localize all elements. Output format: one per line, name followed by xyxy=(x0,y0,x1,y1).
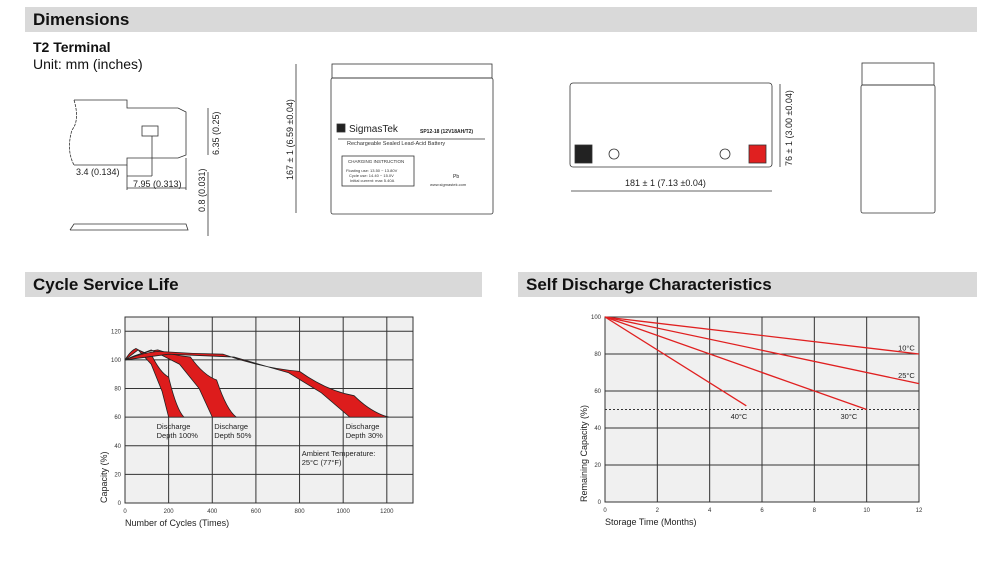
series-label: 10°C xyxy=(898,343,915,352)
charging-title: CHARGING INSTRUCTION xyxy=(348,159,404,164)
annotation: 25°C (77°F) xyxy=(302,458,342,467)
dim-width: 7.95 (0.313) xyxy=(133,179,182,189)
cycle-life-chart: 0 200 400 600 800 1000 1200 0 20 40 60 80 100 120 Numb… xyxy=(99,316,414,528)
self-discharge-chart: 0 2 4 6 8 10 12 0 20 40 60 80 100 Storage Time (Month… xyxy=(579,315,923,527)
cycle-band-1 xyxy=(124,348,185,418)
terminal-drawing xyxy=(69,99,209,236)
top-length-dim: 181 ± 1 (7.13 ±0.04) xyxy=(625,178,706,188)
y-tick-label: 80 xyxy=(594,352,601,358)
battery-top xyxy=(569,62,936,214)
dim-height: 6.35 (0.25) xyxy=(211,111,221,155)
series-line xyxy=(604,316,867,411)
series-line xyxy=(604,316,920,355)
x-tick-label: 2 xyxy=(656,508,660,514)
charging-line: Initial current: max 5.40A xyxy=(350,178,395,183)
series-label: Discharge xyxy=(346,422,380,431)
y-axis-label: Capacity (%) xyxy=(99,451,109,503)
y-tick-label: 80 xyxy=(114,387,121,393)
x-tick-label: 6 xyxy=(760,508,764,514)
series-label: Depth 50% xyxy=(214,431,251,440)
x-tick-label: 600 xyxy=(251,509,262,515)
battery-front xyxy=(295,63,494,215)
y-axis-label: Remaining Capacity (%) xyxy=(579,405,589,502)
dim-offset: 3.4 (0.134) xyxy=(76,167,120,177)
x-tick-label: 0 xyxy=(123,509,127,515)
y-tick-label: 20 xyxy=(594,463,601,469)
dimensions-header: Dimensions xyxy=(25,7,977,32)
x-tick-label: 4 xyxy=(708,508,712,514)
x-tick-label: 800 xyxy=(295,509,306,515)
cycle-band-3 xyxy=(124,350,390,418)
y-tick-label: 0 xyxy=(598,500,602,506)
x-tick-label: 200 xyxy=(164,509,175,515)
series-label: 25°C xyxy=(898,371,915,380)
terminal-title: T2 Terminal xyxy=(33,39,111,55)
x-tick-label: 0 xyxy=(603,508,607,514)
y-tick-label: 60 xyxy=(114,415,121,421)
y-tick-label: 120 xyxy=(111,329,122,335)
series-label: Discharge xyxy=(214,422,248,431)
y-tick-label: 100 xyxy=(591,315,602,321)
battery-subtitle: Rechargeable Sealed Lead-Acid Battery xyxy=(347,141,445,147)
charging-line: Floating use: 13.50 ~ 13.80V xyxy=(346,168,398,173)
self-discharge-header: Self Discharge Characteristics xyxy=(518,272,977,297)
y-tick-label: 100 xyxy=(111,358,122,364)
series-label: Discharge xyxy=(157,422,191,431)
cycle-life-header: Cycle Service Life xyxy=(25,272,482,297)
unit-label: Unit: mm (inches) xyxy=(33,56,143,72)
website: www.sigmastek.com xyxy=(430,182,467,187)
top-width-dim: 76 ± 1 (3.00 ±0.04) xyxy=(784,90,794,166)
y-tick-label: 0 xyxy=(118,501,122,507)
dim-thickness: 0.8 (0.031) xyxy=(197,168,207,212)
x-tick-label: 12 xyxy=(916,508,923,514)
cycle-band-2 xyxy=(124,349,238,418)
x-axis-label: Number of Cycles (Times) xyxy=(125,518,229,528)
y-tick-label: 40 xyxy=(114,444,121,450)
y-tick-label: 20 xyxy=(114,472,121,478)
x-axis-label: Storage Time (Months) xyxy=(605,517,697,527)
annotation: Ambient Temperature: xyxy=(302,449,376,458)
series-label: 40°C xyxy=(731,412,748,421)
x-tick-label: 1200 xyxy=(380,509,394,515)
charging-line: Cycle use: 14.40 ~ 15.0V xyxy=(349,173,394,178)
series-label: 30°C xyxy=(841,412,858,421)
x-tick-label: 400 xyxy=(207,509,218,515)
x-tick-label: 1000 xyxy=(337,509,351,515)
x-tick-label: 10 xyxy=(863,508,870,514)
series-label: Depth 100% xyxy=(157,431,199,440)
brand-logo: SigmasTek xyxy=(349,124,399,135)
series-line xyxy=(604,316,747,407)
model-label: SP12-18 (12V18AH/T2) xyxy=(420,129,473,135)
x-tick-label: 8 xyxy=(813,508,817,514)
front-height-dim: 167 ± 1 (6.59 ±0.04) xyxy=(285,99,295,180)
series-label: Depth 30% xyxy=(346,431,383,440)
series-line xyxy=(604,316,920,385)
pb-mark: Pb xyxy=(453,174,459,180)
y-tick-label: 40 xyxy=(594,426,601,432)
y-tick-label: 60 xyxy=(594,389,601,395)
